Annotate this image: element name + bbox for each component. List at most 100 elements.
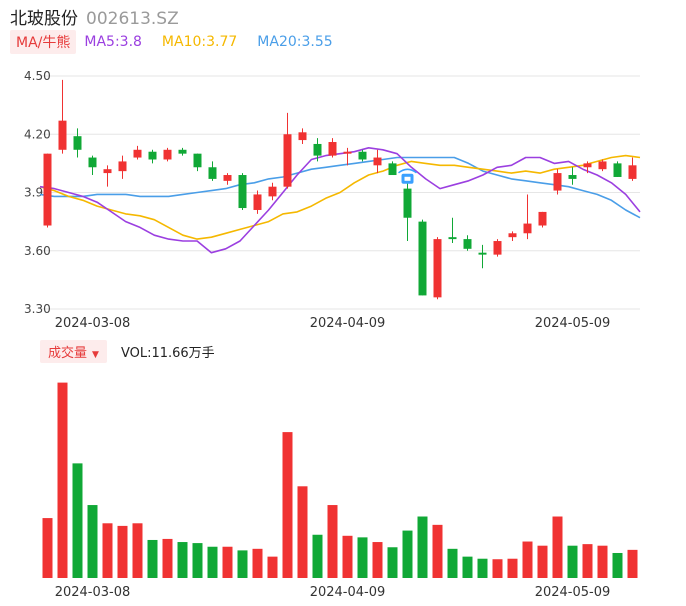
volume-bar [132, 523, 143, 578]
candle-body [358, 151, 367, 160]
candle-body [193, 153, 202, 168]
event-marker-icon[interactable] [398, 168, 417, 184]
volume-bar [552, 516, 563, 578]
candle-body [553, 173, 562, 191]
ma-lines [39, 147, 641, 254]
marker-arc [398, 168, 417, 174]
ma20-legend: MA20:3.55 [257, 34, 333, 50]
volume-bar [162, 538, 173, 578]
candle-up [103, 165, 112, 187]
candle-body [583, 163, 592, 168]
candle-body [163, 149, 172, 160]
candle-body [283, 134, 292, 187]
candle-body [208, 167, 217, 179]
volume-date-axis: 2024-03-08 2024-04-09 2024-05-09 [55, 585, 611, 600]
volume-bar [192, 543, 203, 578]
candle-up [43, 153, 52, 228]
candle-body [343, 151, 352, 154]
stock-name: 北玻股份 [10, 9, 78, 29]
candle-body [103, 169, 112, 174]
candle-down [238, 173, 247, 210]
volume-bar [252, 548, 263, 578]
candle-body [73, 136, 82, 150]
volume-bar [402, 530, 413, 578]
candle-down [208, 161, 217, 181]
candle-down [403, 182, 412, 242]
candle-body [178, 149, 187, 154]
volume-bar [507, 558, 518, 578]
volume-bar [357, 537, 368, 578]
ma-type-selector[interactable]: MA/牛熊 [10, 30, 77, 54]
volume-bar [387, 547, 398, 578]
candles [43, 79, 637, 300]
volume-bar [57, 382, 68, 578]
volume-legend: 成交量 ▼ VOL:11.66万手 [40, 339, 215, 363]
candle-up [268, 182, 277, 201]
candle-down [418, 219, 427, 296]
candle-up [523, 194, 532, 240]
volume-bar [372, 542, 383, 578]
candle-up [538, 211, 547, 228]
candle-body [118, 161, 127, 172]
price-tick-label: 4.20 [24, 127, 51, 141]
candle-body [88, 157, 97, 168]
volume-bar [567, 545, 578, 578]
candle-up [598, 159, 607, 172]
candle-down [148, 149, 157, 164]
volume-bar [342, 535, 353, 578]
volume-type-selector[interactable]: 成交量 ▼ [40, 339, 107, 363]
volume-bar [492, 559, 503, 578]
candle-down [463, 235, 472, 251]
candle-up [433, 237, 442, 300]
candle-up [58, 79, 67, 154]
marker-glyph [404, 176, 411, 181]
candle-body [58, 120, 67, 150]
volume-bar [177, 542, 188, 578]
candle-body [253, 194, 262, 210]
candle-body [133, 149, 142, 158]
candle-body [268, 186, 277, 197]
candle-up [133, 145, 142, 160]
ma10-line [39, 154, 641, 240]
volume-bar [462, 556, 473, 578]
candle-body [478, 252, 487, 255]
price-tick-label: 3.30 [24, 302, 51, 316]
ma5-line [39, 147, 641, 254]
volume-bar [147, 539, 158, 578]
date-axis: 2024-03-08 2024-04-09 2024-05-09 [55, 316, 611, 331]
candle-body [403, 188, 412, 218]
date-tick-label: 2024-04-09 [310, 316, 386, 331]
candle-body [448, 237, 457, 240]
candle-body [493, 241, 502, 255]
volume-bar [282, 432, 293, 578]
candle-body [598, 161, 607, 170]
ma10-legend: MA10:3.77 [161, 34, 238, 50]
stock-code: 002613.SZ [86, 9, 179, 29]
candle-body [463, 239, 472, 249]
candle-body [238, 175, 247, 209]
candle-down [73, 128, 82, 158]
candle-body [508, 233, 517, 238]
candle-up [118, 155, 127, 179]
candle-up [283, 112, 292, 189]
price-tick-label: 3.60 [24, 244, 51, 258]
candle-body [298, 132, 307, 141]
candle-body [628, 165, 637, 179]
candle-body [523, 223, 532, 234]
volume-bar [597, 545, 608, 578]
candle-up [343, 147, 352, 166]
candle-down [478, 244, 487, 269]
volume-bar [207, 546, 218, 578]
ma-legend: MA/牛熊 MA5:3.8 MA10:3.77 MA20:3.55 [10, 30, 353, 54]
volume-bar [477, 558, 488, 578]
candle-up [553, 169, 562, 195]
candle-body [373, 157, 382, 166]
candle-body [433, 239, 442, 298]
candle-body [43, 153, 52, 226]
volume-bar [582, 544, 593, 578]
candle-body [328, 142, 337, 156]
candle-up [583, 161, 592, 174]
candle-down [193, 153, 202, 172]
candle-body [613, 163, 622, 177]
